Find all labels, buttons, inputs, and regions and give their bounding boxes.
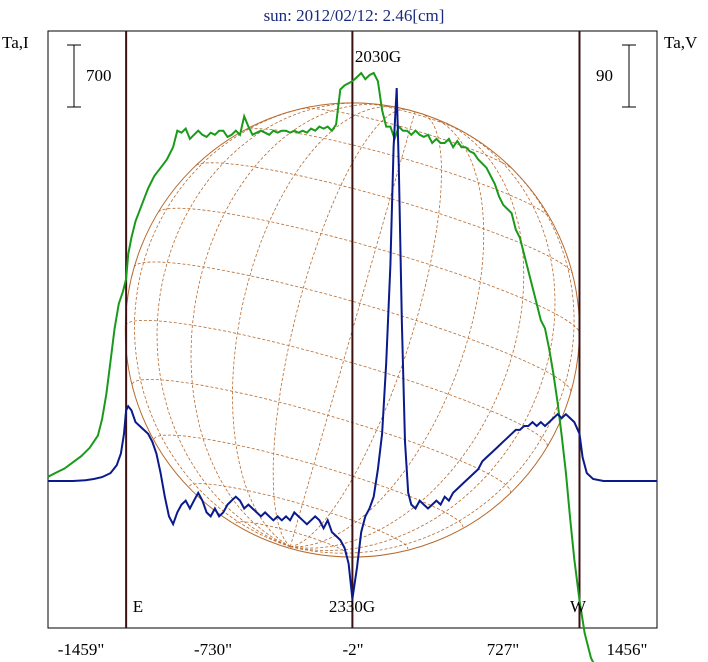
- parallel-line: [235, 521, 350, 556]
- meridian-line: [232, 106, 398, 548]
- x-axis-ticks: -1459" -730" -2" 727" 1456": [58, 640, 648, 659]
- parallel-line: [189, 483, 409, 549]
- parallel-line: [125, 320, 548, 447]
- meridian-line: [290, 114, 442, 548]
- parallel-line: [364, 102, 463, 132]
- parallel-line: [301, 108, 513, 170]
- x-tick-label: 727": [487, 640, 519, 659]
- scale-bar-right-label: 90: [596, 66, 613, 85]
- x-tick-label: -730": [194, 640, 232, 659]
- parallel-line: [131, 378, 511, 493]
- annotation-east: E: [133, 597, 143, 616]
- parallel-line: [133, 261, 572, 393]
- meridian-line: [156, 102, 365, 548]
- parallel-line: [153, 434, 464, 528]
- annotation-top: 2030G: [355, 47, 401, 66]
- meridian-line: [272, 109, 407, 547]
- annotation-west: W: [570, 597, 587, 616]
- meridian-line: [190, 104, 383, 548]
- scale-bar-right: 90: [596, 44, 636, 108]
- scale-bar-left: 700: [67, 44, 112, 108]
- parallel-line: [244, 128, 550, 218]
- series-I-line: [47, 71, 595, 662]
- x-tick-label: -2": [342, 640, 363, 659]
- right-axis-label: Ta,V: [664, 33, 698, 52]
- meridian-line: [290, 130, 556, 551]
- x-tick-label: -1459": [58, 640, 105, 659]
- series-V-line: [48, 87, 657, 600]
- annotation-bottom: 2330G: [329, 597, 375, 616]
- chart-title: sun: 2012/02/12: 2.46[cm]: [264, 6, 445, 25]
- meridian-line: [289, 111, 416, 547]
- parallel-line: [195, 162, 573, 274]
- parallel-line: [158, 207, 580, 334]
- marker-lines: [125, 31, 581, 628]
- x-tick-label: 1456": [607, 640, 648, 659]
- scale-bar-left-label: 700: [86, 66, 112, 85]
- left-axis-label: Ta,I: [2, 33, 29, 52]
- meridian-line: [290, 123, 525, 549]
